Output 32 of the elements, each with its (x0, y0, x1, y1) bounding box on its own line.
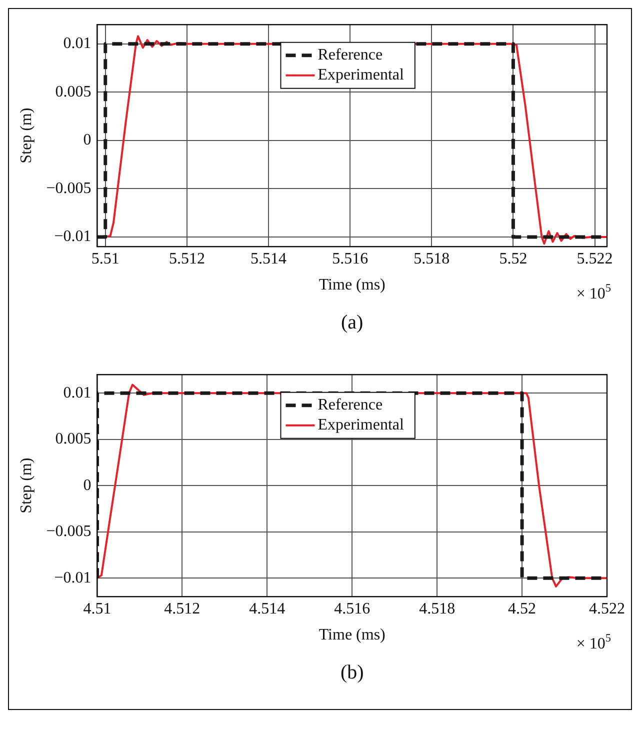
x-tick-label: 5.512 (168, 250, 205, 268)
x-tick-label: 5.516 (332, 250, 368, 268)
x-tick-label: 4.52 (508, 600, 536, 618)
y-tick-label: 0.01 (63, 35, 92, 52)
y-axis-title: Step (m) (18, 108, 35, 164)
y-tick-label: 0 (83, 476, 92, 494)
y-tick-label: −0.005 (46, 180, 92, 197)
x-tick-label: 5.52 (499, 250, 528, 268)
x-tick-label: 4.516 (334, 600, 370, 618)
y-tick-label: 0.01 (63, 384, 92, 402)
y-tick-label: 0.005 (55, 430, 92, 448)
x-tick-label: 5.514 (250, 250, 287, 268)
x-tick-label: 4.51 (83, 600, 112, 618)
x-tick-label: 4.514 (249, 600, 286, 618)
x-tick-label: 5.51 (91, 250, 120, 268)
legend-label: Reference (318, 46, 383, 64)
legend-label: Experimental (318, 66, 404, 84)
y-tick-label: −0.005 (46, 523, 92, 540)
y-tick-label: −0.01 (54, 569, 92, 586)
y-tick-label: −0.01 (54, 228, 92, 246)
x-axis-title: Time (ms) (318, 276, 386, 294)
x-tick-label: 4.522 (589, 600, 625, 618)
x-tick-label: 4.518 (419, 600, 456, 618)
x-tick-label: 4.512 (164, 600, 200, 618)
y-axis-title: Step (m) (18, 458, 35, 514)
legend-label: Experimental (318, 416, 404, 434)
legend-label: Reference (318, 396, 383, 414)
x-axis-title: Time (ms) (318, 626, 386, 644)
y-tick-label: 0.005 (55, 83, 92, 100)
y-tick-label: 0 (83, 132, 92, 149)
x-tick-label: 5.522 (576, 250, 613, 268)
x-tick-label: 5.518 (414, 250, 450, 268)
